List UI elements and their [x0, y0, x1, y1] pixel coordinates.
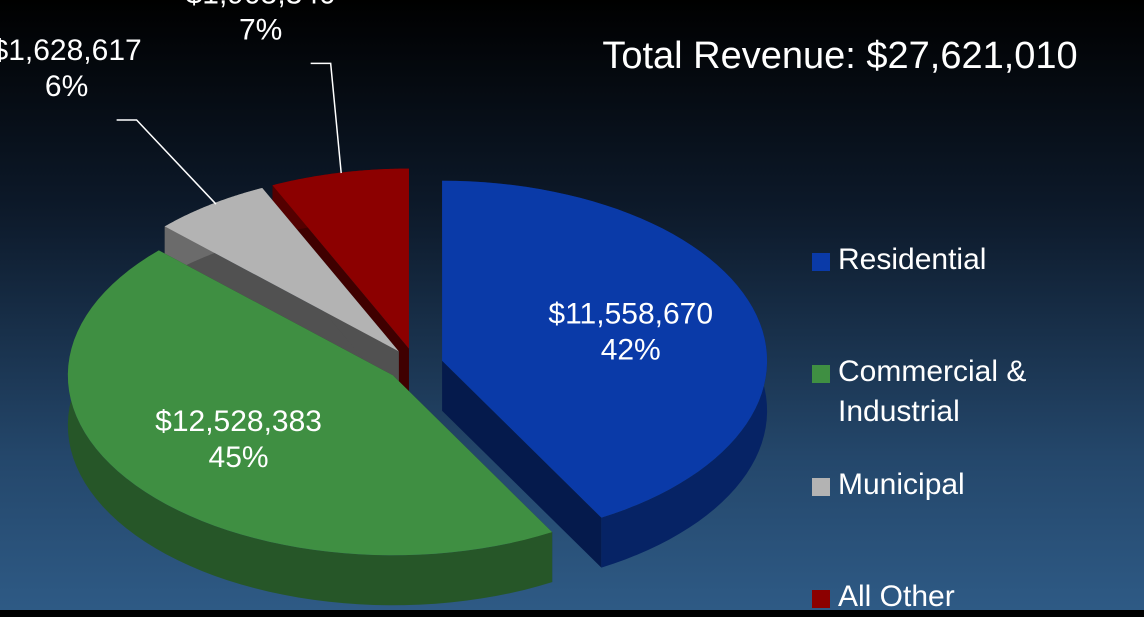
slice-top [164, 187, 399, 352]
legend: Residential Commercial & Industrial Munici… [812, 0, 1142, 613]
percent-label: 45% [209, 441, 269, 474]
legend-label: Residential [838, 243, 987, 276]
legend-swatch [812, 590, 830, 608]
slice-wall [67, 250, 553, 606]
pie-slice [67, 250, 553, 606]
legend-item: Municipal [812, 465, 1078, 505]
legend-swatch [812, 365, 830, 383]
leader-line [310, 62, 342, 174]
data-label: $12,528,383 [155, 405, 322, 438]
slice-top [272, 168, 409, 349]
legend-label: All Other [838, 580, 955, 613]
legend-item: Commercial & Industrial [812, 352, 1078, 432]
data-label: $1,905,340 [186, 0, 336, 10]
slice-side [442, 360, 602, 568]
slice-top [442, 180, 768, 518]
legend-swatch [812, 253, 830, 271]
legend-item: Residential [812, 240, 1078, 280]
slice-top [67, 250, 553, 556]
percent-label: 42% [601, 333, 661, 366]
pie-slice [442, 180, 768, 568]
percent-label: 6% [45, 70, 88, 103]
legend-swatch [812, 478, 830, 496]
leader-line [116, 119, 217, 205]
data-label: $1,628,617 [0, 34, 142, 67]
percent-label: 7% [239, 13, 282, 46]
chart-title: Total Revenue: $27,621,010 [602, 35, 1077, 77]
legend-label: Municipal [838, 468, 965, 501]
data-label: $11,558,670 [548, 297, 713, 330]
legend-label: Commercial & Industrial [838, 355, 1027, 428]
legend-item: All Other [812, 577, 1078, 617]
